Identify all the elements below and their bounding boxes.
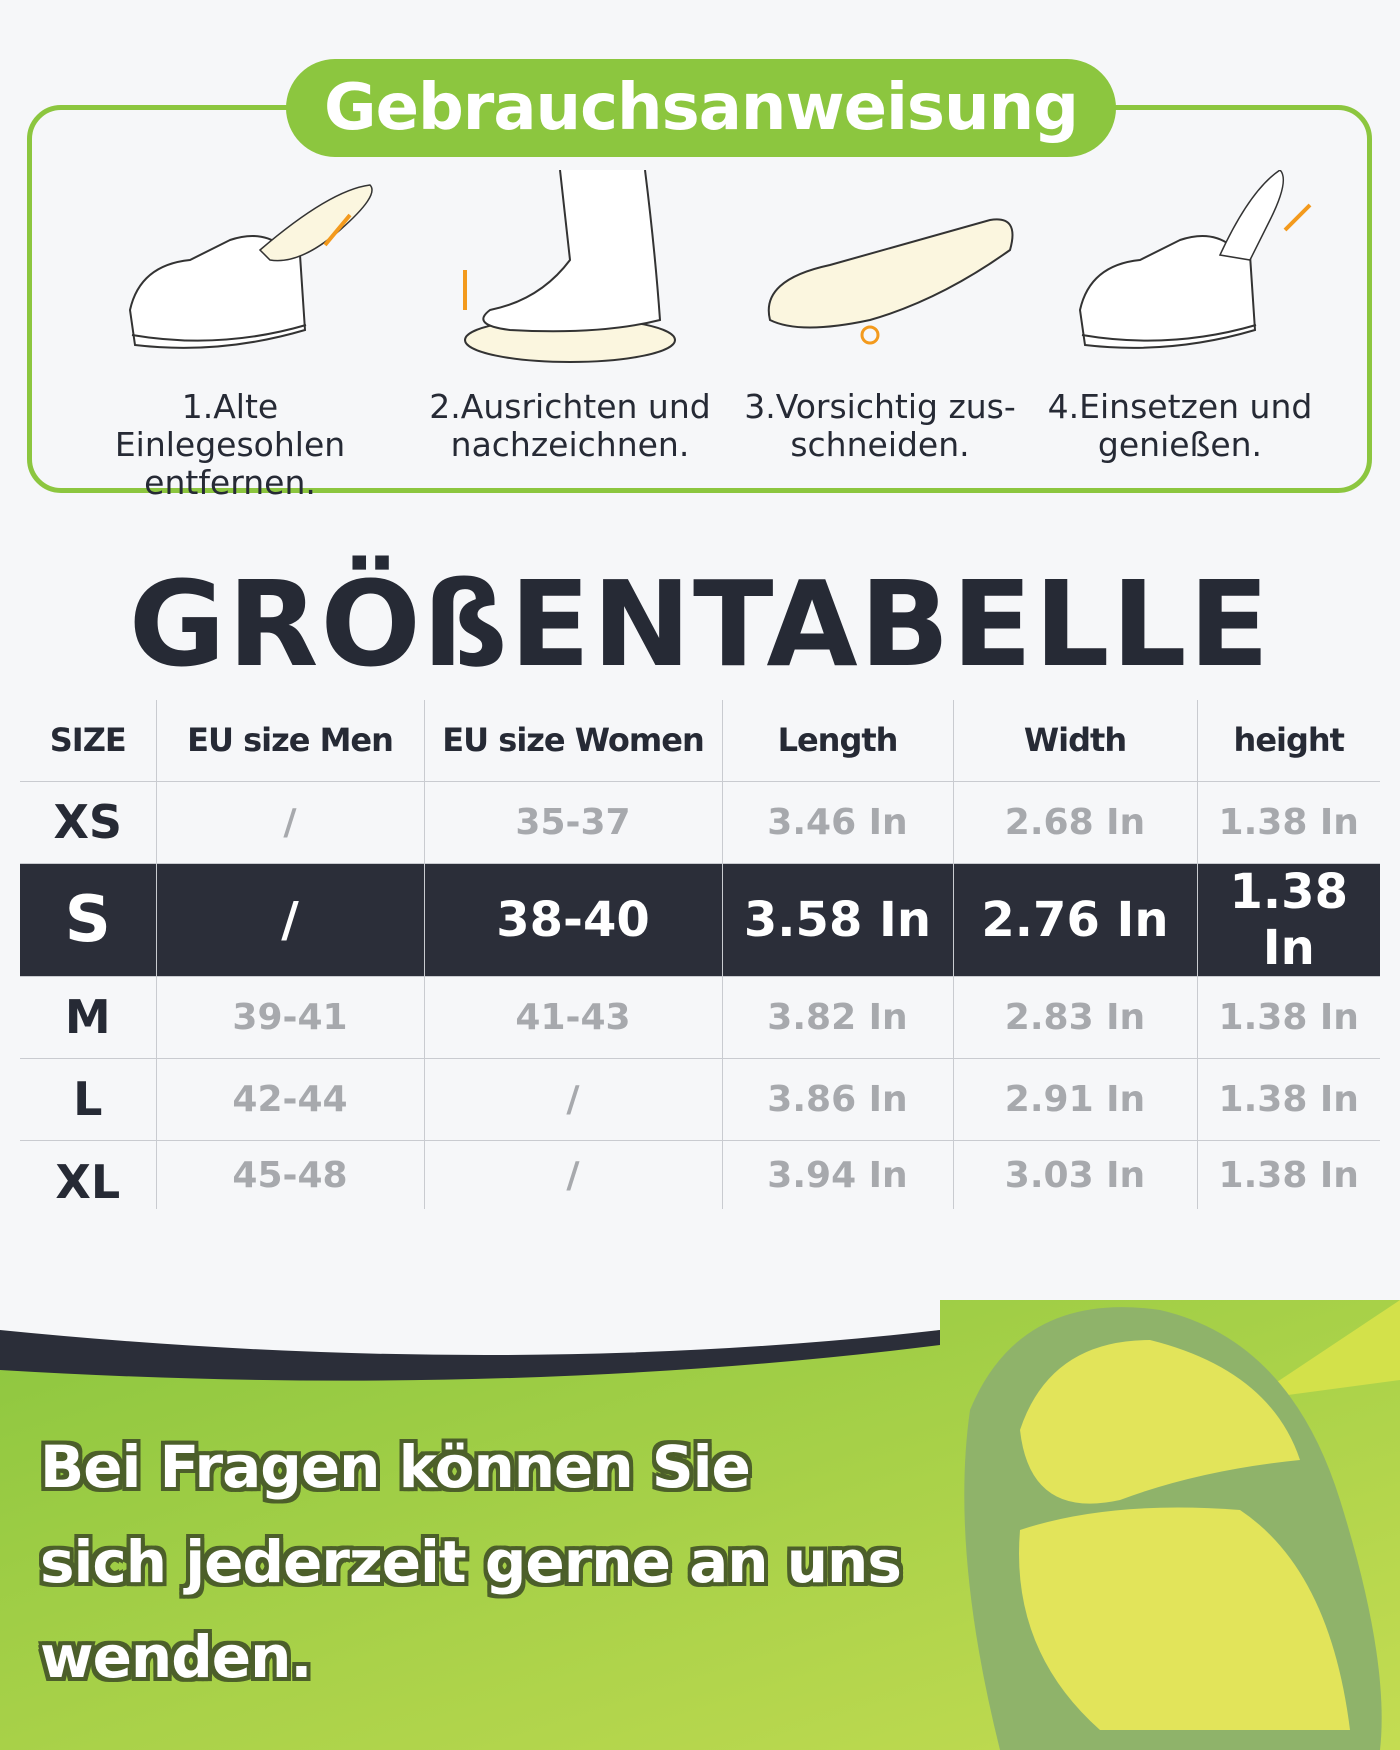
table-cell: 3.82 In: [721, 976, 953, 1059]
table-cell: 3.58 In: [721, 863, 953, 977]
step-label: 2.Ausrichten und nachzeichnen.: [429, 387, 711, 464]
table-cell: 1.38 In: [1196, 1140, 1380, 1209]
size-cell: XS: [20, 781, 156, 864]
shoe-insert-insole-icon: [1078, 170, 1312, 349]
table-cell: 1.38 In: [1196, 1058, 1380, 1141]
foot-trace-icon: [463, 170, 676, 363]
step-1: 1.Alte Einlegesohlen entfernen.: [70, 170, 390, 502]
insole-product-image: [964, 1307, 1382, 1750]
table-row: S/38-40 3.58 In 2.76 In 1.38 In: [20, 863, 1380, 977]
table-row: M 39-41 41-43 3.82 In 2.83 In 1.38 In: [20, 976, 1380, 1059]
header-eu-men: EU size Men: [155, 700, 424, 782]
size-cell: S: [20, 863, 156, 977]
size-cell: L: [20, 1058, 156, 1141]
table-cell: /: [423, 1058, 722, 1141]
header-height: height: [1196, 700, 1380, 782]
shoe-remove-insole-icon: [128, 184, 373, 349]
size-chart-title: GRÖßENTABELLE: [128, 555, 1272, 693]
size-cell: XL: [55, 1154, 121, 1209]
header-eu-women: EU size Women: [423, 700, 722, 782]
step-label: 4.Einsetzen und genießen.: [1047, 387, 1313, 464]
table-row: XL 45-48/3.94 In 3.03 In 1.38 In: [20, 1140, 1380, 1209]
table-cell: 2.83 In: [952, 976, 1197, 1059]
table-header-row: SIZE EU size Men EU size Women Length Wi…: [20, 700, 1380, 782]
table-row: L 42-44/3.86 In 2.91 In 1.38 In: [20, 1058, 1380, 1141]
table-cell: 41-43: [423, 976, 722, 1059]
table-cell: 2.91 In: [952, 1058, 1197, 1141]
table-cell: 35-37: [423, 781, 722, 864]
table-cell: 3.46 In: [721, 781, 953, 864]
size-table: SIZE EU size Men EU size Women Length Wi…: [20, 700, 1380, 1209]
table-cell: 3.86 In: [721, 1058, 953, 1141]
contact-line: Bei Fragen können Sie: [40, 1433, 751, 1501]
header-width: Width: [952, 700, 1197, 782]
table-cell: 2.68 In: [952, 781, 1197, 864]
table-cell: /: [155, 863, 424, 977]
step-4: 4.Einsetzen und genießen.: [1020, 170, 1340, 464]
table-cell: 39-41: [155, 976, 424, 1059]
step-label: 3.Vorsichtig zus-schneiden.: [744, 387, 1016, 464]
contact-line: wenden.: [40, 1623, 312, 1691]
table-cell: 1.38 In: [1196, 976, 1380, 1059]
contact-line: sich jederzeit gerne an uns: [40, 1528, 902, 1596]
header-size: SIZE: [20, 700, 156, 782]
table-cell: /: [423, 1140, 722, 1209]
table-cell: /: [155, 781, 424, 864]
table-cell: 38-40: [423, 863, 722, 977]
table-cell: 1.38 In: [1196, 781, 1380, 864]
header-length: Length: [721, 700, 953, 782]
step-3: 3.Vorsichtig zus-schneiden.: [720, 170, 1040, 464]
table-cell: 3.03 In: [952, 1140, 1197, 1209]
contact-message: Bei Fragen können Sie sich jederzeit ger…: [40, 1420, 902, 1705]
table-cell: 45-48: [155, 1140, 424, 1209]
instructions-title: Gebrauchsanweisung: [286, 59, 1116, 157]
size-cell: M: [20, 976, 156, 1059]
table-cell: 42-44: [155, 1058, 424, 1141]
table-cell: 2.76 In: [952, 863, 1197, 977]
table-cell: 3.94 In: [721, 1140, 953, 1209]
step-2: 2.Ausrichten und nachzeichnen.: [410, 170, 730, 464]
table-row: XS/35-37 3.46 In 2.68 In 1.38 In: [20, 781, 1380, 864]
insole-cut-icon: [767, 218, 1014, 345]
table-cell: 1.38 In: [1196, 863, 1380, 977]
bottom-banner-background: [0, 1300, 1400, 1750]
step-label: 1.Alte Einlegesohlen entfernen.: [114, 387, 346, 502]
